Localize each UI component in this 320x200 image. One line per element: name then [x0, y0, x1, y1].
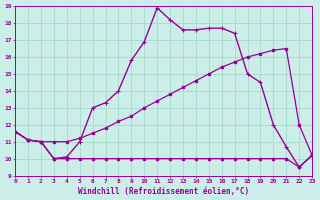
- X-axis label: Windchill (Refroidissement éolien,°C): Windchill (Refroidissement éolien,°C): [78, 187, 249, 196]
